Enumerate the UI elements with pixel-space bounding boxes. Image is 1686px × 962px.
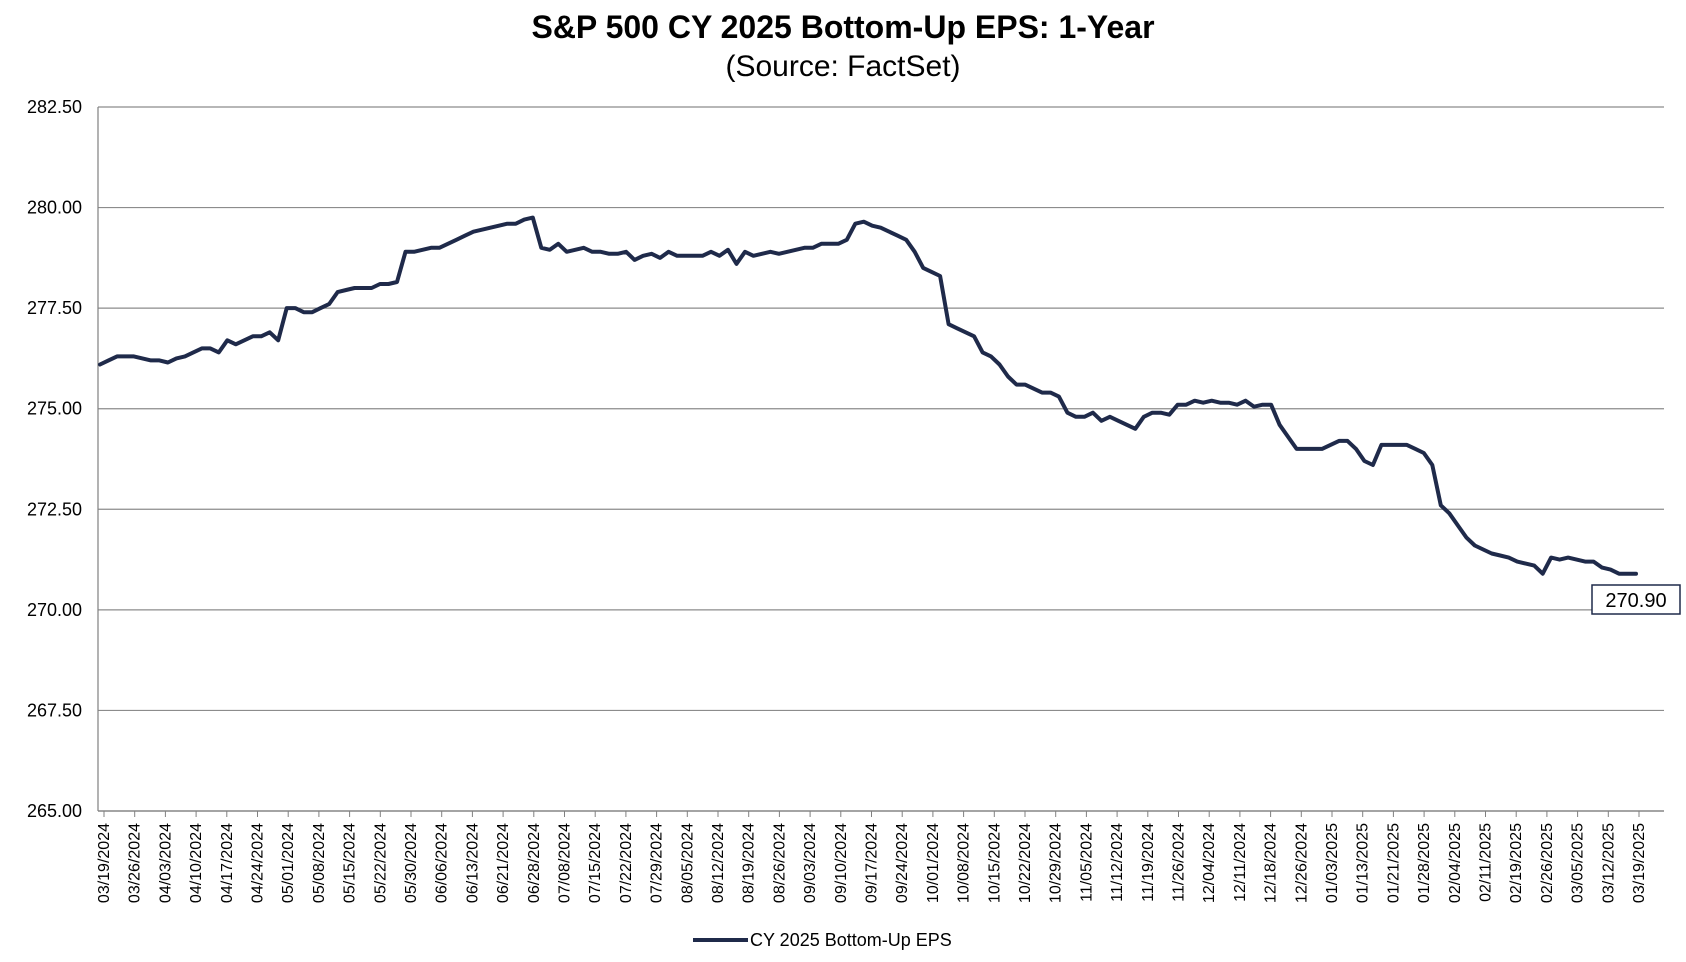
legend-label: CY 2025 Bottom-Up EPS xyxy=(750,930,952,950)
x-tick-label: 12/18/2024 xyxy=(1263,823,1280,903)
x-tick-label: 08/19/2024 xyxy=(741,823,758,903)
x-tick-label: 10/15/2024 xyxy=(986,823,1003,903)
x-tick-label: 07/15/2024 xyxy=(587,823,604,903)
x-tick-label: 09/24/2024 xyxy=(894,823,911,903)
x-tick-label: 05/01/2024 xyxy=(280,823,297,903)
x-tick-label: 08/05/2024 xyxy=(679,823,696,903)
x-tick-label: 04/17/2024 xyxy=(219,823,236,903)
x-tick-label: 11/19/2024 xyxy=(1140,823,1157,902)
chart-title: S&P 500 CY 2025 Bottom-Up EPS: 1-Year xyxy=(531,9,1154,45)
legend: CY 2025 Bottom-Up EPS xyxy=(693,930,952,950)
x-tick-label: 11/05/2024 xyxy=(1078,823,1095,902)
x-tick-label: 03/19/2025 xyxy=(1631,823,1648,903)
chart-subtitle: (Source: FactSet) xyxy=(725,50,960,83)
x-tick-label: 03/19/2024 xyxy=(96,823,113,903)
x-tick-label: 11/12/2024 xyxy=(1109,823,1126,902)
x-tick-label: 02/19/2025 xyxy=(1508,823,1525,903)
x-tick-label: 09/10/2024 xyxy=(833,823,850,903)
last-value-callout: 270.90 xyxy=(1591,584,1681,615)
x-tick-label: 06/13/2024 xyxy=(464,823,481,903)
x-tick-label: 02/26/2025 xyxy=(1539,823,1556,903)
x-tick-label: 07/29/2024 xyxy=(649,823,666,903)
x-tick-label: 05/08/2024 xyxy=(311,823,328,903)
y-tick-label: 282.50 xyxy=(27,97,82,117)
x-tick-label: 10/22/2024 xyxy=(1017,823,1034,903)
x-tick-label: 08/26/2024 xyxy=(771,823,788,903)
x-tick-label: 02/04/2025 xyxy=(1447,823,1464,903)
x-tick-label: 06/28/2024 xyxy=(526,823,543,903)
x-tick-label: 08/12/2024 xyxy=(710,823,727,903)
x-tick-label: 04/03/2024 xyxy=(157,823,174,903)
y-axis-tick-labels: 265.00 267.50 270.00 272.50 275.00 277.50 280.… xyxy=(27,97,82,821)
x-tick-label: 03/05/2025 xyxy=(1570,823,1587,903)
x-tick-label: 01/21/2025 xyxy=(1385,823,1402,903)
series-layer xyxy=(98,215,1638,576)
y-tick-label: 265.00 xyxy=(27,801,82,821)
x-tick-label: 12/04/2024 xyxy=(1201,823,1218,903)
x-tick-label: 03/12/2025 xyxy=(1600,823,1617,903)
x-tick-label: 11/26/2024 xyxy=(1171,823,1188,902)
x-tick-label: 02/11/2025 xyxy=(1478,823,1495,902)
x-tick-label: 03/26/2024 xyxy=(127,823,144,903)
y-tick-label: 277.50 xyxy=(27,298,82,318)
y-tick-label: 275.00 xyxy=(27,399,82,419)
x-tick-label: 10/29/2024 xyxy=(1048,823,1065,903)
axes xyxy=(97,107,1664,817)
x-tick-label: 01/13/2025 xyxy=(1355,823,1372,903)
last-value-callout-label: 270.90 xyxy=(1605,590,1666,612)
y-tick-label: 272.50 xyxy=(27,499,82,519)
x-tick-label: 12/11/2024 xyxy=(1232,823,1249,902)
x-tick-label: 05/30/2024 xyxy=(403,823,420,903)
x-tick-label: 06/06/2024 xyxy=(434,823,451,903)
series-line-eps xyxy=(98,215,1638,576)
x-tick-label: 05/22/2024 xyxy=(372,823,389,903)
x-tick-label: 07/22/2024 xyxy=(618,823,635,903)
x-tick-label: 09/03/2024 xyxy=(802,823,819,903)
x-tick-label: 01/28/2025 xyxy=(1416,823,1433,903)
x-tick-label: 07/08/2024 xyxy=(557,823,574,903)
last-value-callout-box xyxy=(1591,584,1681,615)
x-tick-label: 05/15/2024 xyxy=(342,823,359,903)
x-axis-tick-labels: 03/19/2024 03/26/2024 04/03/2024 04/10/2024… xyxy=(96,823,1648,903)
y-tick-label: 280.00 xyxy=(27,198,82,218)
gridlines xyxy=(98,106,1664,812)
y-tick-label: 267.50 xyxy=(27,700,82,720)
x-tick-label: 04/24/2024 xyxy=(250,823,267,903)
x-tick-label: 01/03/2025 xyxy=(1324,823,1341,903)
x-tick-label: 12/26/2024 xyxy=(1293,823,1310,903)
x-tick-label: 10/01/2024 xyxy=(925,823,942,903)
x-tick-label: 04/10/2024 xyxy=(188,823,205,903)
x-tick-label: 09/17/2024 xyxy=(864,823,881,903)
x-tick-label: 06/21/2024 xyxy=(495,823,512,903)
y-tick-label: 270.00 xyxy=(27,600,82,620)
x-tick-label: 10/08/2024 xyxy=(956,823,973,903)
